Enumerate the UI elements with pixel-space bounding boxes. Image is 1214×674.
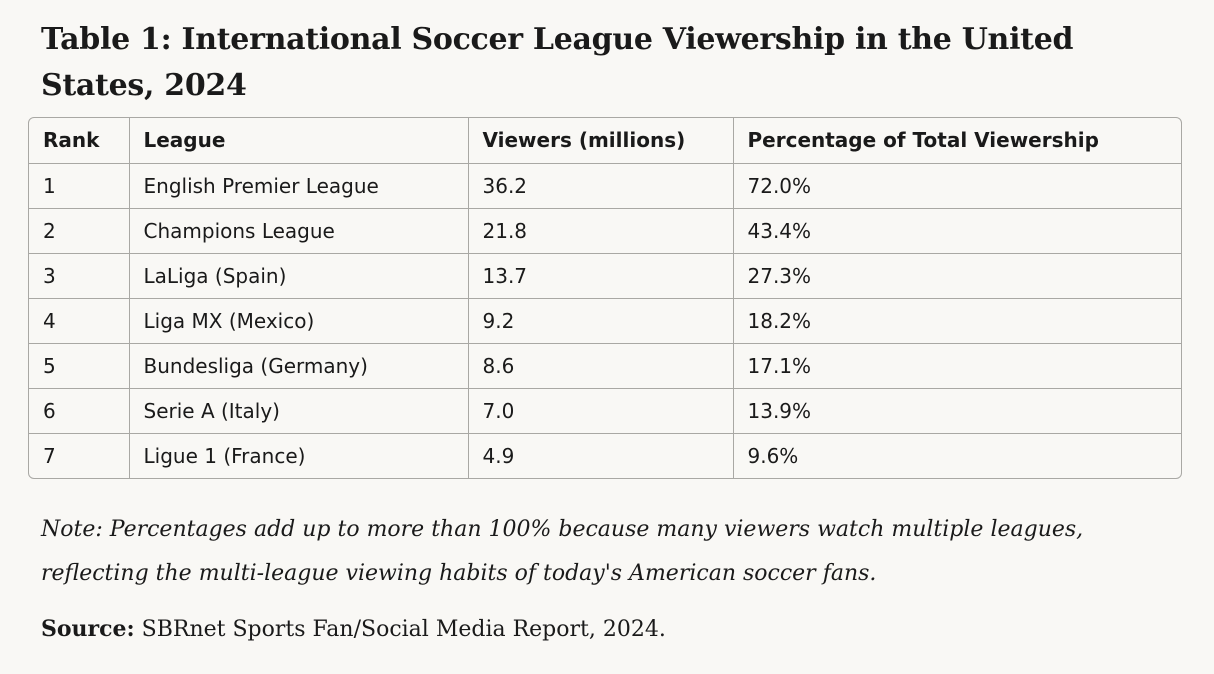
- viewers-cell: 7.0: [468, 388, 734, 434]
- table-row: 3 LaLiga (Spain) 13.7 27.3%: [29, 253, 1181, 299]
- table-row: 1 English Premier League 36.2 72.0%: [29, 163, 1181, 209]
- column-header-percentage: Percentage of Total Viewership: [733, 118, 1181, 164]
- percentage-cell: 72.0%: [733, 163, 1181, 209]
- table-row: 6 Serie A (Italy) 7.0 13.9%: [29, 388, 1181, 434]
- viewers-cell: 4.9: [468, 433, 734, 478]
- column-header-rank: Rank: [29, 118, 130, 164]
- viewership-table-container: Rank League Viewers (millions) Percentag…: [28, 117, 1182, 479]
- percentage-cell: 43.4%: [733, 208, 1181, 254]
- league-cell: Ligue 1 (France): [129, 433, 469, 478]
- rank-cell: 5: [29, 343, 130, 389]
- league-cell: Bundesliga (Germany): [129, 343, 469, 389]
- percentage-cell: 18.2%: [733, 298, 1181, 344]
- rank-cell: 6: [29, 388, 130, 434]
- rank-cell: 3: [29, 253, 130, 299]
- table-row: 5 Bundesliga (Germany) 8.6 17.1%: [29, 343, 1181, 389]
- table-row: 2 Champions League 21.8 43.4%: [29, 208, 1181, 254]
- league-cell: English Premier League: [129, 163, 469, 209]
- table-title: Table 1: International Soccer League Vie…: [41, 22, 1074, 103]
- rank-cell: 2: [29, 208, 130, 254]
- viewers-cell: 8.6: [468, 343, 734, 389]
- rank-cell: 1: [29, 163, 130, 209]
- table-header-row: Rank League Viewers (millions) Percentag…: [29, 118, 1181, 164]
- source-line: Source: SBRnet Sports Fan/Social Media R…: [41, 609, 666, 650]
- source-text: SBRnet Sports Fan/Social Media Report, 2…: [134, 617, 666, 642]
- percentage-cell: 9.6%: [747, 443, 799, 468]
- percentage-cell: 13.9%: [733, 388, 1181, 434]
- league-cell: LaLiga (Spain): [129, 253, 469, 299]
- table-row: 4 Liga MX (Mexico) 9.2 18.2%: [29, 298, 1181, 344]
- column-header-viewers: Viewers (millions): [468, 118, 734, 164]
- viewers-cell: 36.2: [468, 163, 734, 209]
- viewership-table: Rank League Viewers (millions) Percentag…: [29, 118, 1181, 478]
- league-cell: Serie A (Italy): [129, 388, 469, 434]
- league-cell: Liga MX (Mexico): [129, 298, 469, 344]
- table-body: 1 English Premier League 36.2 72.0% 2 Champio…: [29, 163, 1181, 478]
- rank-cell: 4: [29, 298, 130, 344]
- league-cell: Champions League: [129, 208, 469, 254]
- table-note: Note: Percentages add up to more than 10…: [41, 517, 1084, 586]
- viewers-cell: 21.8: [468, 208, 734, 254]
- table-row: 7 Ligue 1 (France) 4.9 9.6%: [29, 433, 1181, 478]
- column-header-league: League: [129, 118, 469, 164]
- percentage-cell: 17.1%: [733, 343, 1181, 389]
- source-label: Source:: [41, 616, 135, 642]
- viewers-cell: 13.7: [468, 253, 734, 299]
- rank-cell: 7: [29, 433, 130, 478]
- percentage-cell: 27.3%: [733, 253, 1181, 299]
- viewers-cell: 9.2: [468, 298, 734, 344]
